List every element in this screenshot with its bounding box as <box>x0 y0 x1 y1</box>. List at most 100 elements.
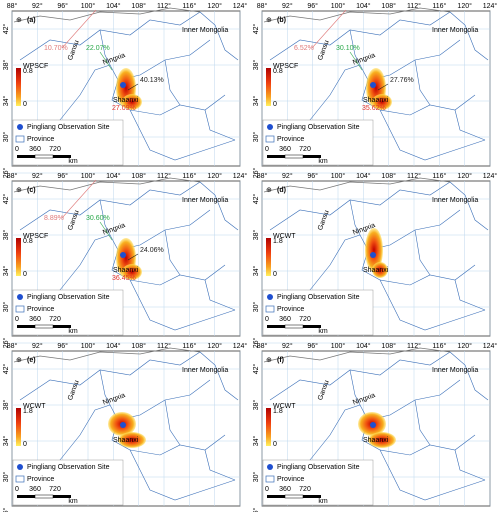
scale-bar-white <box>34 494 54 499</box>
region-label: Inner Mongolia <box>432 27 478 34</box>
panel-label: (c) <box>27 187 36 194</box>
latitude-label: 34° <box>2 436 10 447</box>
observation-site <box>370 422 376 428</box>
longitude-label: 120° <box>457 172 472 180</box>
scale-bar-black <box>303 325 321 328</box>
colorbar-max: 1.8 <box>273 238 283 245</box>
longitude-label: 92° <box>32 2 43 10</box>
longitude-label: 104° <box>356 2 371 10</box>
province-boundary <box>414 59 431 106</box>
hotspot <box>372 262 388 278</box>
colorbar-min: 0 <box>273 101 277 108</box>
colorbar-title: WPSCF <box>23 233 48 240</box>
latitude-label: 30° <box>252 472 260 483</box>
percentage-label: 40.13% <box>140 77 164 84</box>
province-boundary <box>349 369 361 406</box>
colorbar-max: 1.8 <box>23 408 33 415</box>
legend-province: Province <box>27 136 54 143</box>
legend-province: Province <box>277 136 304 143</box>
latitude-label: 26° <box>2 338 10 349</box>
legend-province-icon <box>15 305 25 313</box>
province-boundary <box>389 129 486 161</box>
observation-site <box>120 82 126 88</box>
longitude-label: 92° <box>32 342 43 350</box>
legend-site: Pingliang Observation Site <box>277 294 360 301</box>
hotspot <box>368 432 396 448</box>
latitude-label: 30° <box>2 472 10 483</box>
latitude-label: 42° <box>2 24 10 35</box>
scale-label: 720 <box>49 146 61 153</box>
longitude-label: 124° <box>483 172 498 180</box>
province-boundary <box>99 29 111 66</box>
legend-site: Pingliang Observation Site <box>27 464 110 471</box>
longitude-label: 116° <box>432 2 446 10</box>
latitude-label: 38° <box>252 230 260 241</box>
legend-site-icon <box>17 294 23 300</box>
scale-bar-black <box>17 155 35 158</box>
scale-label: 0 <box>265 486 269 493</box>
scale-label: 360 <box>29 146 41 153</box>
percentage-label: 22.07% <box>86 45 110 52</box>
longitude-label: 88° <box>7 172 18 180</box>
longitude-label: 88° <box>257 172 268 180</box>
colorbar-min: 0 <box>23 441 27 448</box>
longitude-label: 108° <box>381 172 396 180</box>
longitude-label: 104° <box>106 172 121 180</box>
legend-province: Province <box>27 306 54 313</box>
scale-label: 720 <box>299 486 311 493</box>
country-border <box>13 7 201 23</box>
longitude-label: 108° <box>381 2 396 10</box>
scale-bar-black <box>267 155 285 158</box>
map-panel: 88° 92° 96° 100° 104° 108° 112° 116° 120° 124° 42°… <box>2 342 248 517</box>
north-arrow: ⊕ <box>266 357 272 364</box>
longitude-label: 112° <box>157 2 171 10</box>
legend-site-icon <box>267 124 273 130</box>
longitude-label: 112° <box>407 172 421 180</box>
province-boundary <box>269 351 451 401</box>
province-boundary <box>139 469 236 501</box>
longitude-label: 100° <box>331 172 346 180</box>
longitude-label: 100° <box>81 2 96 10</box>
province-boundary <box>59 404 141 471</box>
longitude-label: 120° <box>207 172 222 180</box>
hotspot <box>122 94 142 110</box>
longitude-label: 104° <box>106 2 121 10</box>
scale-bar-black <box>53 325 71 328</box>
leader-line <box>127 97 131 105</box>
longitude-label: 92° <box>282 342 293 350</box>
region-label: Shaanxi <box>363 97 389 104</box>
leader-line <box>377 83 389 91</box>
percentage-label: 30.60% <box>86 215 110 222</box>
longitude-label: 124° <box>233 2 248 10</box>
latitude-label: 38° <box>2 400 10 411</box>
country-border <box>263 7 451 23</box>
leader-line <box>99 51 113 71</box>
legend-province-icon <box>15 135 25 143</box>
latitude-label: 38° <box>2 60 10 71</box>
scale-label: 360 <box>279 486 291 493</box>
longitude-label: 120° <box>207 342 222 350</box>
map-panel: 88° 92° 96° 100° 104° 108° 112° 116° 120° 124° 42°… <box>2 172 248 348</box>
panel-label: (e) <box>27 357 36 364</box>
latitude-label: 42° <box>252 364 260 375</box>
colorbar-max: 0.8 <box>273 68 283 75</box>
longitude-label: 92° <box>282 2 293 10</box>
region-label: Inner Mongolia <box>182 27 228 34</box>
province-boundary <box>199 181 239 231</box>
legend-province-icon <box>265 305 275 313</box>
longitude-label: 108° <box>131 172 146 180</box>
colorbar-title: WCWT <box>273 233 296 240</box>
legend-province: Province <box>27 476 54 483</box>
province-boundary <box>99 199 111 236</box>
legend-site-icon <box>17 464 23 470</box>
province-boundary <box>449 11 489 61</box>
hotspot <box>118 432 146 448</box>
north-arrow: ⊕ <box>266 187 272 194</box>
legend-site: Pingliang Observation Site <box>277 464 360 471</box>
leader-line <box>311 9 347 49</box>
map-panel: 88° 92° 96° 100° 104° 108° 112° 116° 120° 124° 42°… <box>252 342 498 517</box>
province-boundary <box>164 399 181 446</box>
province-boundary <box>139 129 236 161</box>
region-label: Shaanxi <box>363 267 389 274</box>
panel-label: (a) <box>27 17 36 24</box>
